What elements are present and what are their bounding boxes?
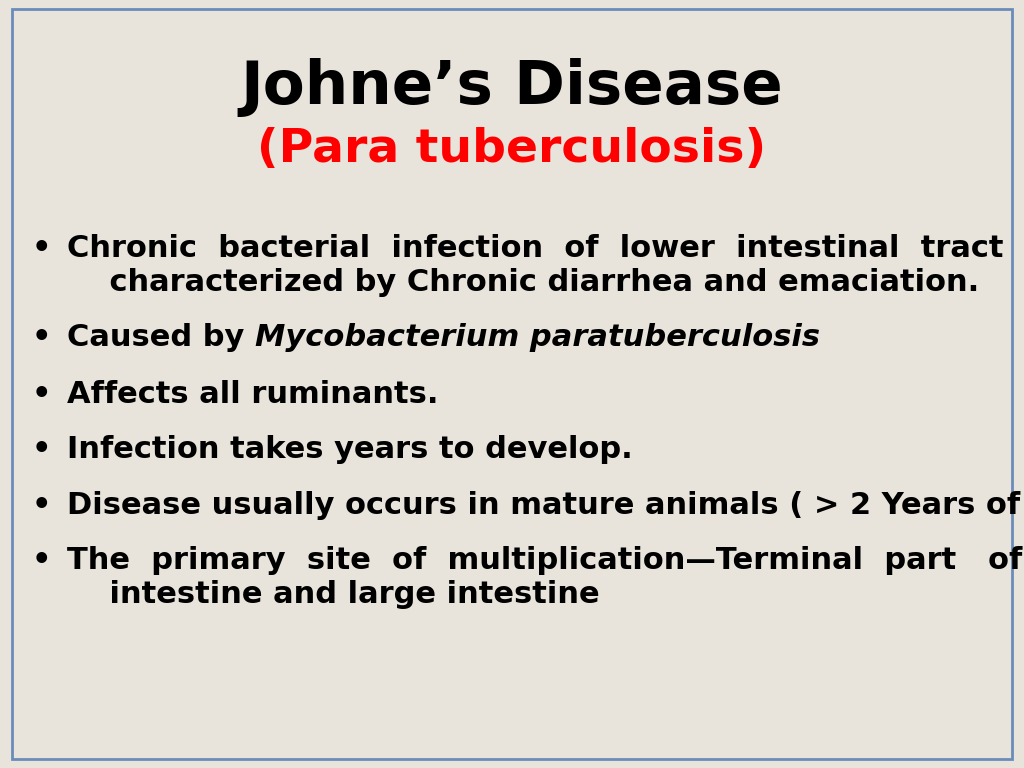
Text: Infection takes years to develop.: Infection takes years to develop. [67, 435, 632, 465]
FancyBboxPatch shape [12, 9, 1012, 759]
Text: The  primary  site  of  multiplication—Terminal  part   of  small
    intestine : The primary site of multiplication—Termi… [67, 546, 1024, 609]
Text: Disease usually occurs in mature animals ( > 2 Years of age).: Disease usually occurs in mature animals… [67, 491, 1024, 520]
Text: Caused by: Caused by [67, 323, 255, 352]
Text: Johne’s Disease: Johne’s Disease [241, 58, 783, 117]
Text: Mycobacterium paratuberculosis: Mycobacterium paratuberculosis [255, 323, 819, 352]
Text: •: • [31, 323, 51, 352]
Text: Affects all ruminants.: Affects all ruminants. [67, 380, 438, 409]
Text: (Para tuberculosis): (Para tuberculosis) [257, 127, 767, 172]
Text: •: • [31, 491, 51, 520]
Text: •: • [31, 435, 51, 465]
Text: Chronic  bacterial  infection  of  lower  intestinal  tract  of  ruminants
    c: Chronic bacterial infection of lower int… [67, 234, 1024, 297]
Text: •: • [31, 546, 51, 575]
Text: •: • [31, 234, 51, 263]
Text: •: • [31, 380, 51, 409]
